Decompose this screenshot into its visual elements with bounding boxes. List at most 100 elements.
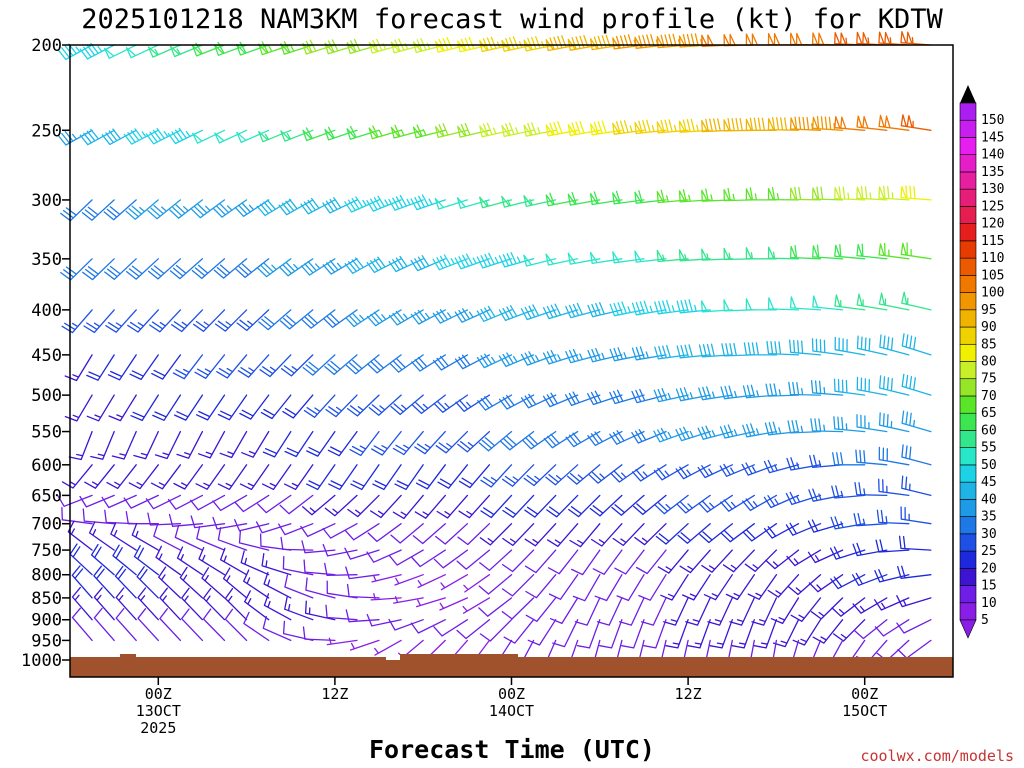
x-tick-label: 00Z (498, 685, 525, 703)
wind-barb (678, 249, 711, 262)
wind-barb (261, 553, 292, 576)
wind-barb (176, 546, 204, 576)
wind-barb (878, 242, 910, 260)
wind-barb (300, 258, 336, 276)
wind-barb (344, 523, 380, 541)
wind-barb (366, 195, 402, 212)
wind-barb (764, 421, 800, 436)
wind-barb (589, 34, 623, 51)
wind-barb (81, 199, 115, 221)
wind-barb (388, 618, 424, 631)
wind-barb (498, 352, 535, 368)
wind-barb (542, 303, 579, 320)
wind-barb (479, 196, 513, 209)
wind-barb (767, 297, 800, 311)
wind-barb (93, 565, 115, 599)
wind-barb (763, 523, 800, 539)
wind-barb (611, 494, 645, 516)
wind-barb (621, 619, 645, 649)
wind-barb (789, 339, 822, 356)
wind-barb (103, 199, 137, 221)
wind-barb (259, 354, 292, 378)
wind-barb (86, 394, 115, 422)
colorbar-box (959, 309, 977, 328)
wind-barb (687, 619, 711, 649)
wind-barb (879, 375, 910, 396)
wind-barb (176, 430, 204, 459)
wind-barb (433, 549, 469, 569)
wind-barb (456, 197, 491, 209)
wind-barb (346, 583, 380, 599)
colorbar-label: 50 (981, 458, 997, 473)
wind-barb (878, 114, 910, 131)
wind-barb (262, 430, 292, 458)
colorbar-box (959, 585, 977, 604)
wind-barb (767, 246, 800, 260)
colorbar-label: 65 (981, 406, 997, 421)
y-tick-label: 400 (31, 301, 62, 321)
wind-barb (640, 597, 667, 626)
wind-barb (190, 515, 226, 529)
wind-barb (106, 464, 137, 490)
colorbar-box (959, 361, 977, 380)
x-tick-label: 12Z (675, 685, 702, 703)
wind-barb (345, 309, 380, 328)
wind-barb (137, 608, 159, 642)
wind-barb (412, 523, 446, 545)
wind-barb (697, 425, 733, 440)
wind-barb (125, 199, 159, 220)
wind-barb (368, 38, 402, 54)
wind-barb (612, 120, 645, 135)
wind-barb (174, 525, 204, 551)
wind-barb (792, 619, 822, 646)
colorbar: 5 10 15 20 25 30 35 40 45 50 55 60 65 70 75 80 85 90 95 100… (959, 85, 1004, 639)
wind-barb (216, 354, 248, 379)
wind-barb (834, 116, 866, 131)
colorbar-label: 110 (981, 251, 1004, 266)
wind-barb (701, 549, 733, 573)
colorbar-box (959, 533, 977, 552)
colorbar-box (959, 602, 977, 621)
wind-barb (609, 347, 645, 362)
wind-barb (549, 597, 579, 625)
wind-barb (589, 494, 623, 517)
wind-barb (707, 597, 733, 626)
wind-barb (60, 258, 93, 281)
wind-barb (167, 494, 204, 510)
wind-barb (241, 430, 270, 458)
wind-barb (133, 545, 159, 576)
wind-barb (145, 127, 182, 145)
wind-barb (217, 464, 248, 491)
colorbar-box (959, 550, 977, 569)
colorbar-box (959, 447, 977, 466)
wind-barb (634, 250, 667, 263)
wind-barb (590, 523, 623, 547)
wind-barb (212, 516, 248, 530)
colorbar-label: 145 (981, 130, 1004, 145)
wind-barb (677, 523, 711, 544)
chart-title: 2025101218 NAM3KM forecast wind profile … (81, 4, 943, 35)
wind-barb (742, 494, 778, 512)
wind-barb (371, 430, 402, 456)
wind-barb (322, 197, 358, 214)
wind-barb (150, 464, 182, 490)
wind-barb (283, 464, 314, 491)
wind-barb (618, 597, 645, 626)
wind-barb (196, 526, 226, 551)
wind-barb (411, 394, 446, 415)
wind-barb (876, 509, 910, 525)
wind-barb (856, 293, 888, 311)
colorbar-label: 120 (981, 217, 1004, 232)
wind-barb (501, 464, 535, 487)
wind-barb (878, 446, 910, 466)
wind-barb (392, 430, 424, 456)
wind-barb (656, 189, 689, 204)
wind-barb (874, 619, 910, 637)
wind-barb (663, 597, 689, 626)
wind-barb (306, 464, 336, 491)
terrain-notch (386, 657, 400, 660)
wind-barb (125, 258, 159, 280)
wind-barb (701, 188, 733, 202)
wind-barb (656, 33, 689, 49)
wind-barb (478, 574, 513, 595)
